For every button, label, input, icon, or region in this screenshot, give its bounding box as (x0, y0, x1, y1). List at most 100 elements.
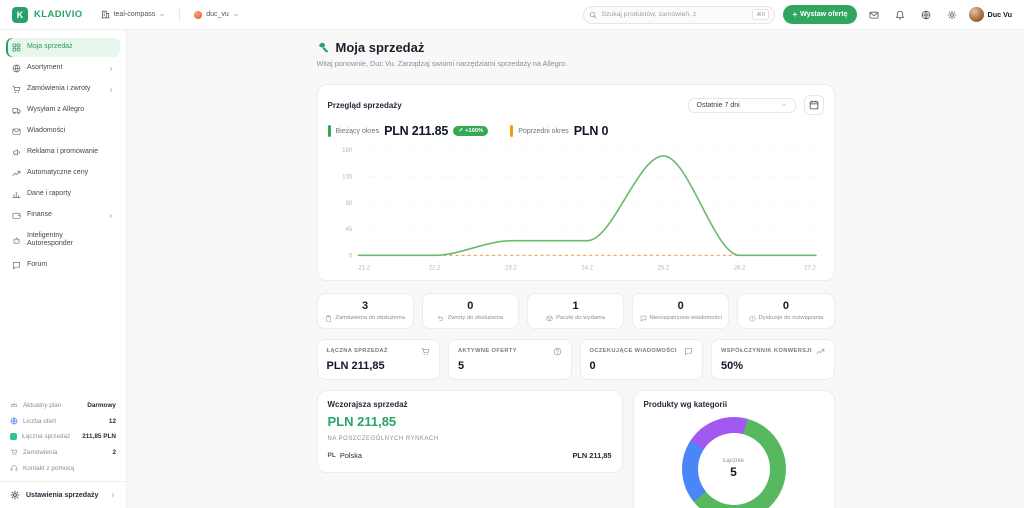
package-icon (546, 315, 553, 322)
user-name: Duc Vu (987, 10, 1013, 19)
language-button[interactable] (917, 6, 935, 24)
workspace-selector[interactable]: teal-compass (97, 8, 170, 21)
plan-value: Darmowy (87, 401, 116, 409)
help-circle-icon (553, 347, 562, 356)
clipboard-icon (325, 315, 332, 322)
chevron-right-icon (108, 87, 114, 93)
grid-icon (12, 43, 21, 52)
pl-flag: PL (327, 451, 336, 459)
cart-icon (421, 347, 430, 356)
date-range-select[interactable]: Ostatnie 7 dni (687, 97, 796, 113)
sidebar-item-autoresponder[interactable]: Inteligentny Autoresponder (6, 227, 120, 254)
chevron-down-icon (159, 12, 165, 18)
market-value: PLN 211,85 (572, 450, 612, 460)
svg-text:23.2: 23.2 (504, 266, 516, 272)
svg-text:21.2: 21.2 (358, 266, 370, 272)
sales-line-chart: 0 45 90 135 180 21.2 22.2 23.2 24.2 25.2 26.2 27.2 (342, 148, 817, 272)
cart-icon (10, 448, 18, 456)
contact-support-link[interactable]: Kontakt z pomocą (0, 460, 126, 476)
sidebar-item-forum[interactable]: Forum (6, 256, 120, 275)
kpi-conversion-rate: WSPÓŁCZYNNIK KONWERSJI 50% (711, 338, 835, 380)
quick-stat-packages[interactable]: 1 Paczki do wydania (526, 292, 625, 329)
sidebar-item-reklama[interactable]: Reklama i promowanie (6, 143, 120, 162)
messages-button[interactable] (865, 6, 883, 24)
account-name: duc_vu (206, 11, 229, 18)
svg-text:135: 135 (342, 174, 353, 180)
svg-text:90: 90 (345, 201, 352, 207)
current-period-value: PLN 211.85 (384, 124, 449, 138)
search-input[interactable] (601, 11, 749, 18)
kpi-total-sales: ŁĄCZNA SPRZEDAŻ PLN 211,85 (316, 338, 440, 380)
sidebar-footer: Aktualny plan Darmowy Liczba ofert 12 Łą… (0, 397, 126, 508)
quick-stat-orders-to-handle[interactable]: 3 Zamówienia do obsłużenia (316, 292, 414, 329)
stat-liczba-ofert: Liczba ofert 12 (0, 413, 126, 429)
user-menu[interactable]: Duc Vu (968, 7, 1013, 22)
search-icon (589, 11, 597, 19)
sidebar-item-asortyment[interactable]: Asortyment (6, 59, 120, 78)
donut-center: Łącznie 5 (723, 458, 744, 480)
globe-icon (10, 417, 18, 425)
chat-icon (640, 315, 647, 322)
sidebar-item-wiadomosci[interactable]: Wiadomości (6, 122, 120, 141)
account-avatar (194, 10, 203, 19)
calendar-button[interactable] (803, 95, 824, 115)
envelope-icon (869, 10, 879, 20)
card-title: Przegląd sprzedaży (327, 100, 402, 110)
chat-icon (12, 261, 21, 270)
kpi-row: ŁĄCZNA SPRZEDAŻ PLN 211,85 AKTYWNE OFERT… (316, 338, 835, 380)
sales-settings-link[interactable]: Ustawienia sprzedaży (0, 481, 126, 508)
legend-green-bar (327, 125, 331, 137)
categories-donut-chart: Łącznie 5 (681, 416, 786, 508)
quick-stat-disputes[interactable]: 0 Dyskusje do rozwiązania (737, 292, 835, 329)
calendar-icon (809, 100, 819, 110)
search-box: ⌘K (583, 5, 776, 24)
offers-count: 12 (108, 417, 116, 425)
kpi-pending-messages: OCZEKUJĄCE WIADOMOŚCI 0 (579, 338, 703, 380)
sidebar-item-wysylam-z-allegro[interactable]: Wysyłam z Allegro (6, 101, 120, 120)
bar-chart-icon (12, 190, 21, 199)
settings-button[interactable] (943, 6, 961, 24)
notifications-button[interactable] (891, 6, 909, 24)
bell-icon (895, 10, 905, 20)
svg-text:26.2: 26.2 (733, 266, 745, 272)
top-bar: K KLADIVIO teal-compass duc_vu ⌘K + Wyst… (0, 0, 1024, 30)
legend-orange-bar (510, 125, 514, 137)
svg-text:25.2: 25.2 (657, 266, 669, 272)
quick-stat-returns[interactable]: 0 Zwroty do obsłużenia (421, 292, 519, 329)
quick-stat-unhandled-messages[interactable]: 0 Nierozpatrzone wiadomości (632, 292, 730, 329)
sidebar-item-moja-sprzedaz[interactable]: Moja sprzedaż (6, 38, 120, 57)
chart-legend: Bieżący okres PLN 211.85 ↗ +100% Poprzed… (327, 124, 824, 138)
sidebar-item-automatyczne-ceny[interactable]: Automatyczne ceny (6, 164, 120, 183)
sidebar-item-finanse[interactable]: Finanse (6, 206, 120, 225)
top-bar-actions: ⌘K + Wystaw ofertę Duc Vu (583, 5, 1012, 24)
svg-text:22.2: 22.2 (428, 266, 440, 272)
brand-logo[interactable]: K KLADIVIO (12, 5, 87, 25)
sidebar-item-dane-i-raporty[interactable]: Dane i raporty (6, 185, 120, 204)
sidebar-item-zamowienia-i-zwroty[interactable]: Zamówienia i zwroty (6, 80, 120, 99)
chevron-right-icon (108, 213, 114, 219)
headset-icon (10, 464, 18, 472)
truck-icon (12, 106, 21, 115)
yesterday-amount: PLN 211,85 (327, 413, 397, 429)
search-shortcut-badge: ⌘K (752, 9, 770, 20)
svg-text:0: 0 (348, 253, 352, 259)
cart-icon (12, 85, 21, 94)
main-area: Moja sprzedaż Witaj ponownie, Duc Vu. Za… (127, 30, 1024, 508)
account-selector[interactable]: duc_vu (190, 9, 243, 21)
kladivio-logo-icon: K (12, 6, 28, 23)
growth-badge: ↗ +100% (453, 126, 489, 136)
gear-icon (947, 10, 957, 20)
market-row: PL Polska PLN 211,85 (327, 450, 612, 460)
quick-stats-row: 3 Zamówienia do obsłużenia 0 Zwroty do o… (316, 292, 835, 329)
gear-icon (10, 490, 20, 500)
sidebar: Moja sprzedaż Asortyment Zamówienia i zw… (0, 30, 127, 508)
sales-overview-card: Przegląd sprzedaży Ostatnie 7 dni Bieżąc… (316, 84, 835, 281)
sphere-icon (12, 64, 21, 73)
stat-zamowienia: Zamówienia 2 (0, 444, 126, 460)
arrow-up-right-icon: ↗ (458, 128, 463, 134)
workspace-name: teal-compass (113, 11, 156, 18)
chat-icon (684, 347, 693, 356)
stat-aktualny-plan: Aktualny plan Darmowy (0, 397, 126, 413)
create-offer-button[interactable]: + Wystaw ofertę (783, 5, 857, 24)
